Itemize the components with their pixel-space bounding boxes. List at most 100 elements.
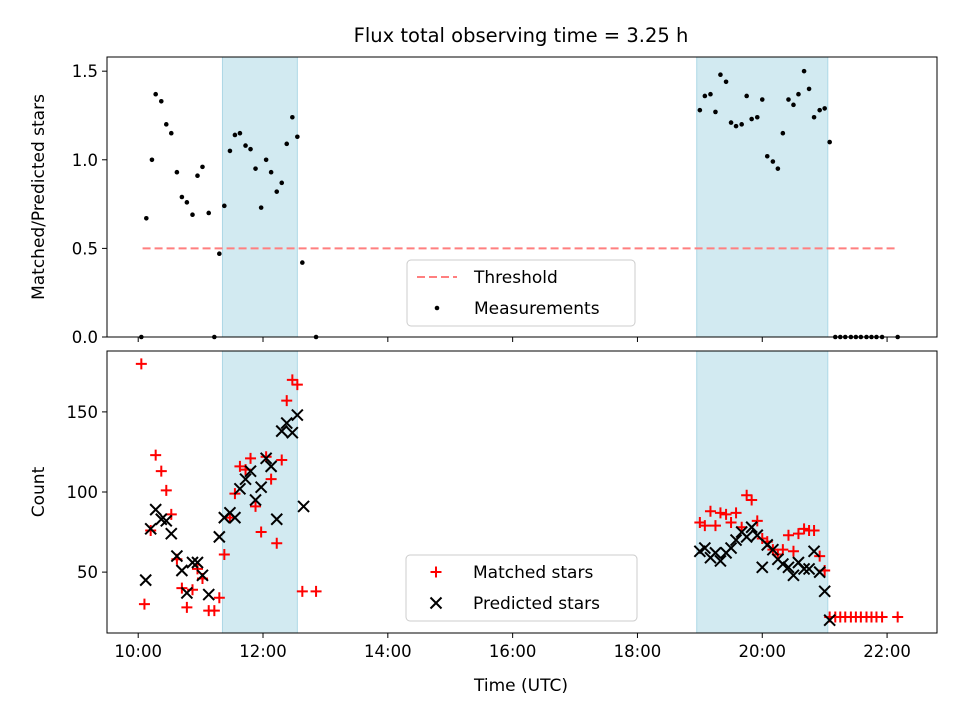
predicted-star-point	[270, 513, 283, 526]
top-panel: 0.0 0.5 1.0 1.5 Matched/Predicted stars Thr…	[29, 56, 938, 347]
measurement-point	[744, 93, 749, 99]
matched-star-point	[730, 507, 742, 519]
predicted-star-point	[729, 533, 743, 547]
measurement-point	[770, 159, 776, 164]
predicted-star-point	[291, 408, 304, 422]
measurement-point	[184, 200, 190, 205]
matched-star-point	[296, 585, 308, 597]
y-tick-label: 50	[77, 563, 98, 582]
predicted-star-point	[698, 541, 712, 555]
matched-star-point	[876, 611, 888, 623]
matched-star-point	[709, 520, 721, 532]
measurement-point	[697, 107, 703, 113]
measurement-point	[243, 143, 248, 148]
predicted-star-point	[202, 588, 215, 601]
measurement-point	[811, 114, 817, 120]
predicted-star-point	[191, 556, 204, 569]
measurement-point	[295, 134, 300, 140]
predicted-star-point	[787, 569, 800, 582]
matched-star-point	[714, 507, 726, 519]
matched-star-point	[276, 454, 288, 466]
predicted-star-point	[264, 460, 278, 473]
matched-star-point	[160, 484, 172, 496]
matched-star-point	[704, 505, 716, 517]
matched-star-point	[208, 605, 220, 617]
predicted-star-point	[714, 554, 727, 568]
matched-star-point	[699, 520, 711, 532]
measurement-point	[733, 123, 739, 129]
y-tick-label: 1.0	[72, 151, 98, 170]
x-tick-label: 16:00	[489, 642, 537, 661]
measurement-point	[232, 132, 238, 138]
predicted-star-point	[813, 565, 826, 579]
measurement-point	[827, 139, 832, 145]
matched-star-point	[145, 524, 157, 536]
measurement-point	[217, 251, 222, 257]
shaded-interval	[221, 56, 298, 338]
predicted-star-point	[196, 569, 209, 582]
measurement-point	[190, 212, 195, 218]
matched-star-point	[265, 473, 277, 485]
x-tick-label: 18:00	[614, 642, 662, 661]
measurement-point	[279, 180, 285, 186]
predicted-star-point	[233, 482, 247, 496]
predicted-star-point	[740, 530, 753, 544]
measurement-point	[206, 210, 212, 216]
matched-star-point	[135, 358, 147, 370]
matched-star-point	[746, 494, 758, 506]
matched-star-point	[798, 523, 810, 535]
predicted-star-point	[186, 556, 199, 569]
matched-star-point	[165, 508, 177, 520]
predicted-star-point	[244, 464, 257, 478]
predicted-star-point	[213, 530, 226, 544]
predicted-star-point	[823, 613, 836, 627]
y-tick-label: 1.5	[72, 62, 98, 81]
measurement-point	[728, 120, 734, 125]
matched-star-point	[291, 379, 303, 391]
measurement-point	[222, 203, 227, 209]
matched-star-point	[213, 592, 225, 604]
measurement-point	[200, 164, 205, 170]
legend-box	[406, 259, 636, 327]
measurement-point	[822, 106, 827, 111]
predicted-star-point	[797, 562, 811, 576]
predicted-star-point	[756, 561, 769, 574]
predicted-star-point	[782, 561, 795, 574]
legend-label: Matched stars	[473, 563, 593, 583]
predicted-star-point	[228, 511, 242, 524]
predicted-star-point	[280, 416, 293, 430]
shaded-interval	[221, 350, 298, 634]
measurement-point	[754, 114, 760, 120]
measurement-point	[718, 72, 723, 78]
matched-star-point	[150, 449, 162, 461]
measurement-point	[263, 157, 269, 163]
top-x-ticks	[137, 337, 888, 342]
matched-star-point	[751, 515, 763, 527]
measurement-point	[801, 68, 807, 74]
measurement-point	[237, 130, 243, 136]
predicted-star-point	[249, 493, 262, 507]
measurement-point	[759, 97, 765, 102]
y-tick-label: 100	[67, 483, 99, 502]
predicted-star-point	[160, 514, 173, 528]
matched-star-point	[892, 611, 904, 623]
legend-box	[405, 554, 638, 622]
predicted-star-point	[745, 521, 758, 534]
matched-star-point	[218, 548, 230, 560]
shaded-interval	[696, 56, 829, 338]
measurement-point	[179, 194, 185, 200]
measurement-point	[168, 130, 174, 136]
bottom-y-ticks: 50 100 150	[67, 403, 107, 582]
legend-label: Predicted stars	[473, 594, 600, 614]
measurement-point	[174, 169, 180, 175]
matched-star-point	[245, 452, 257, 464]
predicted-star-point	[239, 472, 252, 486]
matched-star-point	[191, 563, 203, 575]
matched-star-point	[250, 500, 262, 512]
predicted-star-point	[751, 529, 764, 542]
matched-star-point	[155, 465, 167, 477]
matched-star-point	[271, 537, 283, 549]
top-axes-frame	[106, 56, 938, 338]
predicted-star-point	[802, 562, 816, 576]
